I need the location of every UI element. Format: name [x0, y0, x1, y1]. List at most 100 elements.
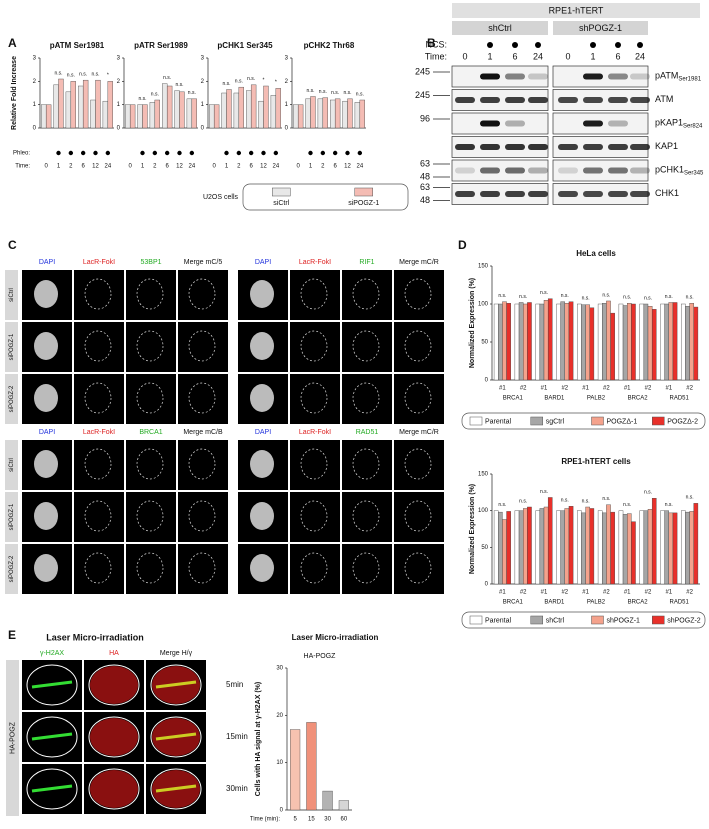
lane-time: 0 [565, 51, 570, 61]
protein-label: pKAP1Ser824 [655, 118, 703, 129]
nucleus-outline [150, 664, 202, 706]
row-label-box [5, 492, 18, 542]
treatment-dot [177, 150, 182, 156]
column-header: LacR-FokI [299, 429, 331, 436]
significance-label: n.s. [331, 90, 339, 96]
protein-name: ATM [655, 94, 673, 104]
bar [535, 303, 541, 381]
treatment-dot [320, 150, 326, 156]
column-header: RIF1 [359, 259, 374, 266]
y-tick-label: 100 [478, 508, 489, 514]
nucleus-outline [188, 552, 216, 584]
bar [250, 84, 257, 129]
treatment-dot [273, 150, 279, 156]
significance-label: n.s. [343, 90, 351, 96]
micrograph [74, 544, 124, 594]
blot-band [630, 97, 650, 103]
stripe [155, 732, 197, 741]
nucleus-outline [188, 330, 216, 362]
x-tick-label: 15 [308, 817, 315, 823]
bar [226, 89, 232, 129]
y-axis-label: Cells with HA signal at γ-H2AX (%) [255, 682, 262, 796]
bar [58, 78, 64, 129]
bar [668, 302, 674, 381]
nucleus-outline [300, 552, 328, 584]
x-tick-label: 24 [272, 164, 279, 170]
treatment-dot [93, 150, 98, 156]
y-tick-label: 3 [33, 56, 37, 62]
bar [581, 512, 586, 585]
x-tick-label: #2 [603, 386, 610, 392]
column-header: BRCA1 [139, 429, 162, 436]
blot-band [528, 73, 548, 80]
y-tick-label: 3 [285, 56, 289, 62]
nucleus [250, 450, 274, 478]
x-tick-label: #2 [561, 386, 568, 392]
bar [689, 511, 694, 585]
x-tick-label: 12 [92, 164, 99, 170]
column-header: DAPI [39, 429, 55, 436]
row-label: 15min [226, 732, 248, 741]
blot-band [558, 144, 578, 150]
column-header: LacR-FokI [299, 259, 331, 266]
bar [564, 508, 570, 585]
y-axis-label: Relative Fold Increase [11, 56, 18, 130]
nucleus-outline [84, 330, 112, 362]
nucleus-outline [300, 382, 328, 414]
significance-label: n.s. [686, 295, 694, 301]
nucleus-outline [26, 768, 78, 810]
bar [627, 303, 632, 381]
bar [514, 510, 520, 585]
bar [125, 104, 131, 129]
legend-title: U2OS cells [203, 194, 239, 201]
protein-site: Ser1981 [678, 76, 701, 82]
panel-label: B [427, 36, 436, 50]
nucleus-outline [188, 278, 216, 310]
bar [606, 504, 611, 585]
x-axis-label: Time: [15, 164, 30, 170]
group-label: PALB2 [587, 600, 606, 606]
x-tick-label: 6 [333, 164, 337, 170]
lane-time: 1 [590, 51, 595, 61]
bar [502, 301, 507, 381]
bar [585, 506, 590, 585]
bar [342, 100, 348, 129]
nucleus-outline [188, 500, 216, 532]
y-tick-label: 0 [117, 126, 121, 132]
significance-label: n.s. [519, 294, 527, 300]
nucleus-outline [136, 382, 164, 414]
micrograph [290, 270, 340, 320]
protein-site: Ser345 [684, 170, 704, 176]
legend-swatch [591, 615, 604, 625]
significance-label: n.s. [235, 78, 243, 84]
column-header: RAD51 [356, 429, 379, 436]
nucleus [250, 280, 274, 308]
significance-label: n.s. [561, 498, 569, 504]
bar [502, 519, 507, 585]
blot-band [608, 97, 628, 103]
nucleus-outline [136, 552, 164, 584]
micrograph [290, 440, 340, 490]
bar [306, 722, 317, 811]
panel-label: E [8, 628, 16, 642]
bar [191, 98, 197, 129]
group-box [452, 21, 548, 35]
micrograph [126, 270, 176, 320]
mw-marker: 245 [415, 90, 430, 100]
lane-time: 6 [512, 51, 517, 61]
legend-label: Parental [485, 617, 512, 624]
bar [651, 309, 657, 381]
blot-band [455, 97, 475, 103]
bar [305, 98, 311, 129]
legend-label: sgCtrl [546, 418, 565, 425]
blot-band [630, 167, 650, 174]
row-label: 5min [226, 680, 243, 689]
bar [514, 303, 520, 381]
nucleus [34, 450, 58, 478]
bar [547, 497, 553, 585]
legend-label: POGZΔ-2 [667, 418, 698, 425]
column-header: DAPI [255, 429, 271, 436]
nucleus-signal [90, 718, 138, 756]
bar [564, 303, 570, 381]
treatment-label: Phleo: [13, 151, 30, 157]
